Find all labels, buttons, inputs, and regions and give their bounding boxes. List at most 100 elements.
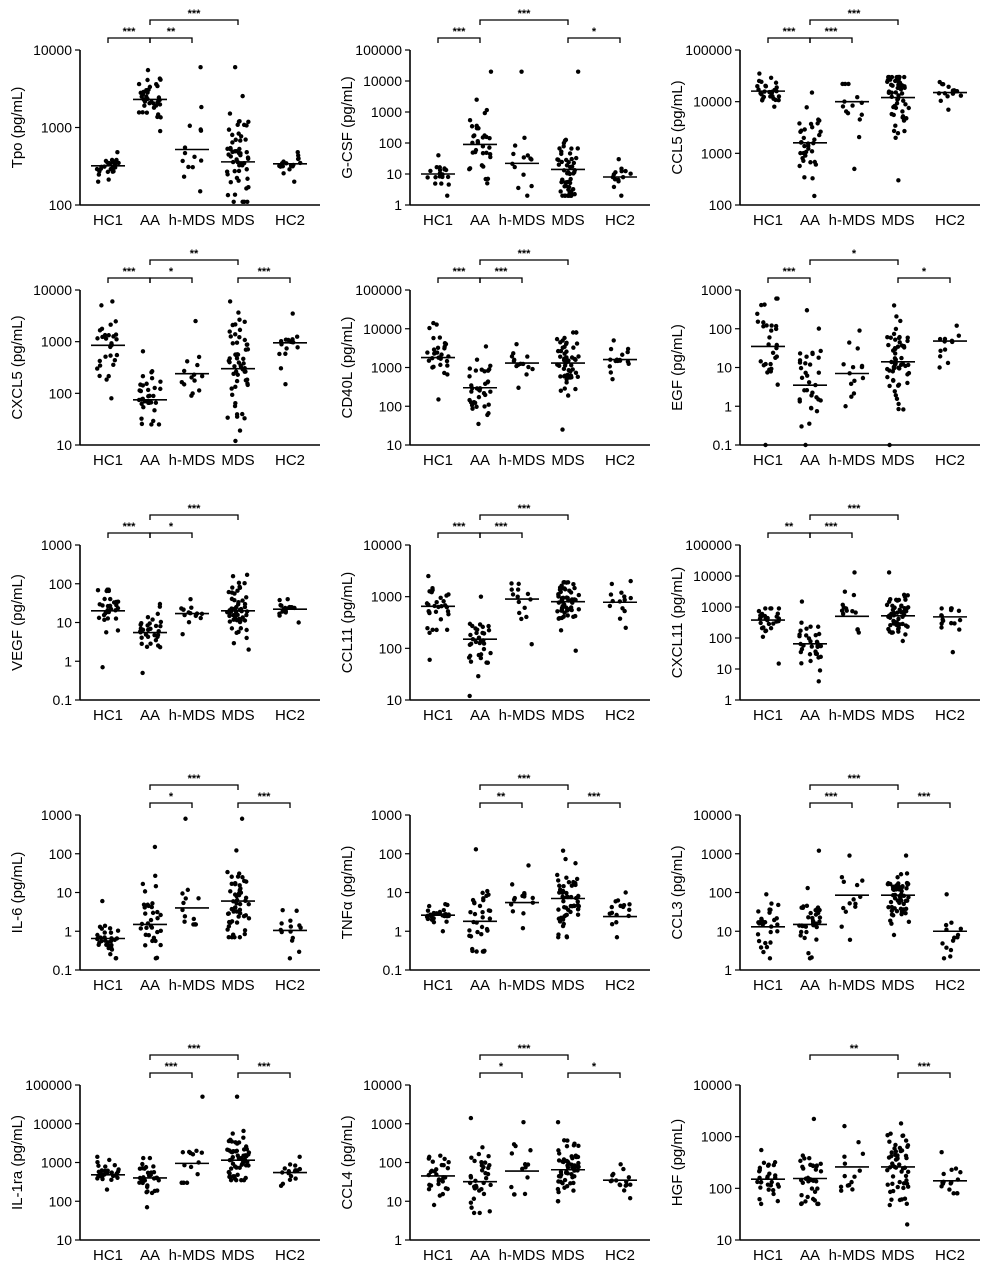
- data-point: [569, 1172, 574, 1177]
- data-point: [443, 1186, 449, 1191]
- data-point: [565, 193, 571, 198]
- data-point: [838, 1188, 844, 1193]
- data-point: [245, 156, 251, 161]
- y-tick-label: 10000: [693, 807, 732, 823]
- x-category-label: HC1: [93, 707, 123, 724]
- data-point: [435, 345, 441, 351]
- data-point: [622, 608, 627, 614]
- data-point: [940, 82, 946, 87]
- data-point: [852, 570, 857, 575]
- data-point: [486, 623, 491, 629]
- data-point: [846, 1182, 852, 1188]
- significance-label: ***: [588, 791, 602, 803]
- data-point: [890, 1181, 895, 1187]
- data-point: [113, 955, 119, 961]
- data-point: [903, 853, 909, 858]
- significance-bracket: [809, 802, 853, 808]
- data-point: [152, 844, 158, 850]
- data-point: [767, 956, 773, 961]
- data-point: [234, 1148, 240, 1154]
- data-point: [814, 651, 820, 657]
- data-point: [952, 621, 957, 626]
- data-point: [611, 338, 616, 343]
- x-category-label: h-MDS: [169, 977, 216, 994]
- x-category-label: HC1: [423, 212, 453, 229]
- data-point: [814, 924, 819, 930]
- x-category-label: HC1: [423, 1247, 453, 1264]
- data-point: [560, 888, 566, 894]
- y-tick-label: 100: [49, 1193, 73, 1209]
- data-point: [891, 331, 897, 337]
- data-point: [245, 381, 250, 386]
- data-point: [898, 362, 904, 368]
- data-point: [140, 881, 146, 887]
- data-point: [758, 620, 763, 626]
- data-point: [470, 406, 475, 411]
- data-point: [569, 363, 574, 368]
- data-point: [486, 402, 491, 407]
- x-category-label: MDS: [881, 707, 914, 724]
- data-point: [561, 595, 566, 600]
- y-axis-title: IL-6 (pg/mL): [9, 852, 26, 934]
- data-point: [470, 948, 475, 954]
- data-point: [236, 150, 242, 156]
- data-point: [949, 620, 954, 626]
- data-point: [937, 354, 943, 359]
- data-point: [948, 606, 954, 611]
- data-point: [196, 388, 202, 393]
- data-point: [521, 1119, 526, 1125]
- data-point: [814, 408, 820, 414]
- data-point: [234, 920, 240, 925]
- data-point: [797, 632, 802, 637]
- data-point: [137, 1180, 142, 1185]
- data-point: [842, 589, 848, 594]
- data-point: [772, 1160, 778, 1165]
- data-point: [770, 350, 776, 355]
- data-point: [942, 347, 948, 352]
- data-point: [851, 391, 857, 396]
- data-point: [892, 103, 897, 109]
- data-point: [903, 898, 909, 903]
- data-point: [193, 318, 198, 324]
- y-tick-label: 1000: [371, 1116, 402, 1132]
- x-category-label: HC1: [93, 1247, 123, 1264]
- data-point: [851, 897, 856, 902]
- y-tick-label: 10000: [33, 1116, 72, 1132]
- data-point: [240, 93, 245, 99]
- data-point: [766, 1162, 771, 1167]
- data-point: [798, 628, 803, 633]
- data-point: [468, 1175, 474, 1180]
- data-point: [776, 606, 782, 611]
- data-point: [764, 323, 769, 328]
- significance-bracket: [107, 532, 151, 538]
- data-point: [799, 424, 804, 429]
- data-point: [901, 1185, 906, 1191]
- data-point: [97, 373, 102, 379]
- data-point: [815, 1186, 820, 1191]
- data-point: [950, 649, 956, 655]
- data-point: [287, 1177, 293, 1183]
- data-point: [246, 647, 251, 652]
- data-point: [237, 146, 242, 152]
- data-point: [768, 625, 774, 631]
- data-point: [472, 900, 477, 906]
- data-point: [903, 623, 909, 628]
- data-point: [481, 631, 487, 636]
- data-point: [889, 1150, 894, 1155]
- y-tick-label: 10: [716, 923, 732, 939]
- data-point: [485, 660, 491, 665]
- y-axis-title: CXCL5 (pg/mL): [9, 315, 26, 419]
- data-point: [575, 69, 581, 74]
- data-point: [562, 610, 567, 615]
- data-point: [149, 370, 154, 375]
- x-category-label: MDS: [221, 707, 254, 724]
- data-point: [572, 170, 577, 175]
- data-point: [896, 406, 901, 412]
- data-point: [558, 374, 563, 379]
- data-point: [446, 182, 451, 187]
- data-point: [243, 895, 249, 900]
- data-point: [487, 367, 492, 372]
- data-point: [859, 112, 864, 117]
- data-point: [838, 1184, 844, 1190]
- data-point: [847, 853, 852, 858]
